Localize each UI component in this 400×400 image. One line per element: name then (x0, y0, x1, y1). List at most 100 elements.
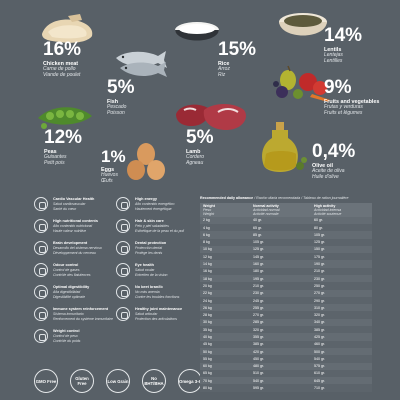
high-activity-cell: 645 gr. (314, 378, 325, 383)
brain-icon (34, 241, 48, 255)
ingredient-eggs: 1% Eggs Huevos Œufs (101, 148, 126, 185)
ingredient-name: Fish (107, 99, 119, 105)
benefit-translation: No más anemia (135, 290, 160, 294)
normal-activity-cell: 480 gr. (253, 364, 264, 369)
weight-cell: 8 kg (203, 240, 210, 245)
header-translation: Weight (203, 211, 215, 216)
header-label: Weight (203, 203, 215, 208)
eggs-image (127, 143, 165, 180)
ingredient-translation: Huile d'olive (312, 174, 339, 181)
ingredient-name: Fruits and vegetables (324, 99, 380, 105)
header-translation: Activité soutenue (314, 211, 342, 216)
benefit-name: High energy (135, 197, 157, 201)
benefit-translation: Contrôle des flatulences (53, 272, 91, 277)
peas-image (38, 107, 92, 129)
benefit-translation: Protège les dents (135, 250, 163, 255)
benefit-translation: Salud articular (135, 312, 158, 316)
ingredient-name: Eggs (101, 167, 115, 173)
ingredient-translation: Aceite de oliva (312, 168, 345, 175)
weight-cell: 65 kg (203, 371, 212, 376)
weight-cell: 10 kg (203, 247, 212, 252)
percent: 5% (107, 77, 135, 98)
weight-cell: 40 kg (203, 335, 212, 339)
normal-activity-cell: 355 gr. (253, 335, 264, 339)
ingredient-translation: Guisantes (44, 154, 67, 161)
weight-cell: 35 kg (203, 327, 212, 332)
stomach-icon (34, 285, 48, 299)
bone-icon (116, 307, 130, 321)
high-activity-cell: 610 gr. (314, 371, 325, 376)
table-row: 14 kg 160 gr. 190 gr. (200, 260, 372, 268)
benefit-name: Cardio Vascular Health (53, 197, 95, 201)
weight-cell: 20 kg (203, 283, 212, 288)
high-activity-cell: 500 gr. (314, 349, 325, 354)
table-row: 18 kg 195 gr. 230 gr. (200, 274, 372, 283)
table-row: 6 kg 85 gr. 105 gr. (200, 231, 372, 239)
low-grain-badge: Low Grain (106, 369, 130, 393)
scale-icon (34, 329, 48, 343)
ingredient-name: Lamb (186, 149, 201, 155)
normal-activity-cell: 420 gr. (253, 349, 264, 354)
benefit-translation: Contre les troubles fonctions (135, 294, 180, 299)
ingredient-peas: 12% Peas Guisantes Petit pois (44, 128, 82, 167)
weight-cell: 30 kg (203, 320, 212, 325)
table-row: 80 kg 595 gr. 710 gr. (200, 384, 372, 392)
benefit-name: Dental protection (135, 241, 167, 245)
high-activity-cell: 270 gr. (314, 291, 325, 296)
shield-icon (34, 307, 48, 321)
high-activity-cell: 540 gr. (314, 356, 325, 361)
high-activity-cell: 575 gr. (314, 364, 325, 369)
ingredient-translation: Lentilles (324, 58, 343, 65)
benefit-translation: Digestibilité optimale (53, 294, 86, 299)
table-row: 2 kg 40 gr. 60 gr. (200, 216, 372, 224)
normal-activity-cell: 195 gr. (253, 276, 264, 281)
high-activity-cell: 60 gr. (314, 218, 323, 223)
normal-activity-cell: 320 gr. (253, 327, 264, 332)
ingredient-name: Chicken meat (43, 61, 79, 67)
table-row: 55 kg 450 gr. 540 gr. (200, 355, 372, 363)
benefit-translation: Esthétique de la peau et du poil (135, 228, 185, 233)
high-activity-cell: 340 gr. (314, 320, 325, 325)
ingredient-name: Peas (44, 149, 57, 155)
ingredient-translation: Agneau (186, 160, 204, 167)
weight-cell: 4 kg (203, 225, 210, 230)
benefit-translation: Pelo y piel saludables (135, 224, 169, 228)
percent: 15% (218, 39, 257, 60)
table-row: 50 kg 420 gr. 500 gr. (200, 347, 372, 356)
high-activity-cell: 125 gr. (314, 240, 325, 245)
rice-image (175, 22, 219, 41)
benefit-translation: Contrôle du poids (53, 338, 81, 343)
ingredient-translation: Fruits et légumes (324, 110, 363, 117)
benefit-name: Brain development (53, 241, 88, 245)
table-row: 40 kg 355 gr. 425 gr. (200, 333, 372, 341)
header-label: High activity (314, 203, 336, 208)
normal-activity-cell: 245 gr. (253, 298, 264, 303)
weight-cell: 70 kg (203, 378, 212, 383)
ingredient-translation: Viande de poulet (43, 72, 81, 79)
header-translation: Actividad intensa (314, 207, 342, 212)
high-activity-cell: 710 gr. (314, 386, 325, 391)
high-activity-cell: 310 gr. (314, 305, 325, 310)
normal-activity-cell: 180 gr. (253, 269, 264, 274)
weight-cell: 55 kg (203, 356, 212, 361)
normal-activity-cell: 105 gr. (253, 240, 264, 245)
high-activity-cell: 105 gr. (314, 232, 325, 237)
benefit-translation: Alto contenido energético (135, 202, 175, 206)
energy-icon (116, 197, 130, 211)
benefit-translation: Salud ocular (135, 268, 155, 272)
benefit-translation: Alta digestibilidad (53, 290, 81, 294)
weight-cell: 22 kg (203, 291, 212, 296)
high-activity-cell: 150 gr. (314, 247, 325, 252)
benefit-translation: Renforcement du système immunitaire (53, 316, 113, 321)
header-label: Normal activity (253, 203, 279, 208)
table-row: 28 kg 270 gr. 320 gr. (200, 311, 372, 319)
benefit-translation: Desarrollo del sistema nervioso (53, 246, 102, 250)
normal-activity-cell: 595 gr. (253, 386, 264, 391)
normal-activity-header: Normal activity Actividad normal Activit… (250, 203, 311, 217)
ingredient-translation: Arroz (218, 66, 230, 73)
percent: 1% (101, 147, 126, 166)
feeding-table-section: Recommended daily allowance / Ración dia… (200, 196, 372, 392)
table-row: 8 kg 105 gr. 125 gr. (200, 238, 372, 246)
high-activity-cell: 385 gr. (314, 327, 325, 332)
ingredient-translation: Œufs (101, 178, 113, 185)
